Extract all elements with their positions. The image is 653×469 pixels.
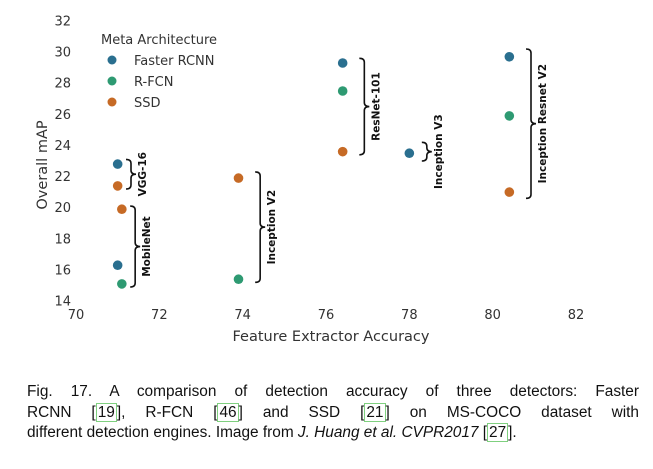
y-axis-ticks: 14 16 18 20 22 24 26 28 30 32 bbox=[54, 15, 71, 310]
citation: [46] bbox=[213, 402, 243, 422]
x-tick-label-76: 76 bbox=[318, 308, 335, 323]
caption-text: RCNN bbox=[27, 403, 92, 421]
caption-line1: Fig. 17. A comparison of detection accur… bbox=[27, 382, 639, 403]
x-tick-label-74: 74 bbox=[234, 308, 251, 323]
legend-marker-ssd bbox=[107, 97, 117, 107]
brace-inception-resnet-v2 bbox=[525, 48, 537, 200]
brace-inception-v2 bbox=[255, 171, 266, 284]
figure-caption: Fig. 17. A comparison of detection accur… bbox=[27, 382, 639, 444]
caption-text: on MS-COCO dataset with bbox=[389, 403, 639, 421]
caption-text: and SSD bbox=[242, 403, 361, 421]
point-ssd-3 bbox=[337, 146, 348, 157]
point-r-fcn-1 bbox=[233, 274, 244, 285]
x-axis-label: Feature Extractor Accuracy bbox=[233, 329, 430, 345]
caption-line3: different detection engines. Image from … bbox=[27, 423, 639, 444]
x-tick-label-80: 80 bbox=[484, 308, 501, 323]
x-tick-label-70: 70 bbox=[68, 308, 85, 323]
annotation-label-vgg-16: VGG-16 bbox=[137, 152, 149, 196]
y-tick-label-32: 32 bbox=[54, 15, 71, 30]
point-ssd-1 bbox=[117, 204, 127, 215]
annotation-label-mobilenet: MobileNet bbox=[141, 216, 153, 276]
scatter-chart: 14 16 18 20 22 24 26 28 30 32 70 72 74 76 78 80 82 Over… bbox=[35, 15, 585, 346]
annotation-label-inception-resnet-v2: Inception Resnet V2 bbox=[537, 64, 549, 183]
citation-link[interactable]: 27 bbox=[487, 423, 509, 442]
citation: [19] bbox=[91, 402, 122, 422]
brace-inception-v3 bbox=[421, 141, 432, 162]
point-faster-rcnn-1 bbox=[112, 260, 123, 271]
citation-link[interactable]: 46 bbox=[217, 402, 239, 422]
brace-mobilenet bbox=[130, 205, 141, 288]
legend-label-r-fcn: R-FCN bbox=[134, 75, 173, 90]
annotations: VGG-16 MobileNet Inception V2 ResNet-101 Inc… bbox=[125, 48, 549, 288]
y-tick-label-24: 24 bbox=[54, 139, 71, 154]
caption-text: different detection engines. Image from bbox=[27, 424, 298, 441]
point-faster-rcnn-0 bbox=[112, 159, 123, 169]
legend-marker-r-fcn bbox=[107, 76, 117, 86]
point-ssd-0 bbox=[112, 181, 123, 191]
legend-marker-faster-rcnn bbox=[107, 55, 117, 65]
y-tick-label-18: 18 bbox=[54, 232, 71, 247]
x-tick-label-72: 72 bbox=[151, 308, 168, 323]
point-ssd-4 bbox=[504, 187, 515, 197]
point-r-fcn-2 bbox=[337, 86, 348, 96]
legend: Meta Architecture Faster RCNN R-FCN SSD bbox=[101, 33, 217, 111]
caption-text: . bbox=[512, 424, 517, 441]
caption-text: Fig. 17. A comparison of detection accur… bbox=[27, 383, 639, 400]
y-tick-label-22: 22 bbox=[54, 170, 71, 185]
brace-vgg-16 bbox=[125, 158, 137, 190]
x-axis-ticks: 70 72 74 76 78 80 82 bbox=[68, 308, 585, 323]
caption-line2: RCNN [19], R-FCN [46] and SSD [21] on MS… bbox=[27, 402, 639, 424]
legend-label-faster-rcnn: Faster RCNN bbox=[134, 54, 215, 69]
y-tick-label-26: 26 bbox=[54, 108, 71, 123]
y-tick-label-14: 14 bbox=[54, 295, 71, 310]
point-faster-rcnn-3 bbox=[404, 148, 415, 159]
citation: [27] bbox=[482, 423, 513, 442]
legend-label-ssd: SSD bbox=[134, 96, 161, 111]
point-r-fcn-0 bbox=[117, 279, 127, 289]
annotation-label-inception-v3: Inception V3 bbox=[433, 114, 445, 189]
brace-resnet-101 bbox=[359, 57, 370, 156]
point-ssd-2 bbox=[233, 173, 244, 183]
caption-text: J. Huang et al. CVPR2017 bbox=[297, 424, 479, 441]
citation-link[interactable]: 21 bbox=[364, 402, 386, 422]
x-tick-label-78: 78 bbox=[401, 308, 418, 323]
legend-title: Meta Architecture bbox=[101, 33, 217, 48]
annotation-label-resnet-101: ResNet-101 bbox=[370, 72, 382, 141]
data-points bbox=[112, 51, 515, 289]
annotation-label-inception-v2: Inception V2 bbox=[266, 190, 278, 265]
y-tick-label-16: 16 bbox=[54, 263, 71, 278]
x-tick-label-82: 82 bbox=[568, 308, 585, 323]
y-tick-label-20: 20 bbox=[54, 201, 71, 216]
caption-text: , R-FCN bbox=[121, 403, 214, 421]
point-r-fcn-3 bbox=[504, 111, 515, 121]
citation-link[interactable]: 19 bbox=[95, 402, 117, 422]
point-faster-rcnn-4 bbox=[504, 51, 515, 62]
y-tick-label-30: 30 bbox=[54, 46, 71, 61]
citation: [21] bbox=[360, 402, 390, 422]
y-tick-label-28: 28 bbox=[54, 77, 71, 92]
point-faster-rcnn-2 bbox=[337, 58, 348, 68]
y-axis-label: Overall mAP bbox=[35, 120, 51, 209]
